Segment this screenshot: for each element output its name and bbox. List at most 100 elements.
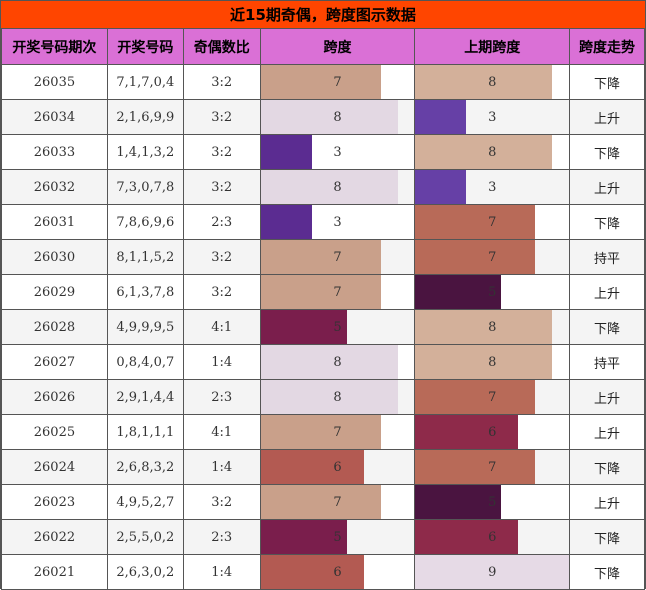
- cell-ratio: 3:2: [182, 169, 261, 205]
- cell-numbers: 1,8,1,1,1: [106, 414, 184, 450]
- cell-span-value: 8: [333, 109, 342, 125]
- cell-period: 26028: [1, 309, 108, 345]
- cell-period: 26030: [1, 239, 108, 275]
- cell-period: 26023: [1, 484, 108, 520]
- cell-last-span: 8: [414, 134, 571, 170]
- cell-numbers: 8,1,1,5,2: [106, 239, 184, 275]
- table-row: 26023 4,9,5,2,7 3:2 7 5 上升: [1, 484, 645, 520]
- cell-last-span-bar: [415, 135, 553, 169]
- cell-span-bar: [260, 205, 312, 239]
- cell-ratio: 2:3: [182, 379, 261, 415]
- cell-ratio: 3:2: [182, 274, 261, 310]
- header-numbers: 开奖号码: [106, 28, 184, 65]
- cell-period: 26025: [1, 414, 108, 450]
- cell-last-span-value: 8: [488, 74, 497, 90]
- cell-last-span-bar: [415, 100, 467, 134]
- table-row: 26022 2,5,5,0,2 2:3 5 6 下降: [1, 519, 645, 555]
- cell-last-span-bar: [415, 415, 519, 449]
- cell-span-value: 8: [333, 354, 342, 370]
- table-row: 26035 7,1,7,0,4 3:2 7 8 下降: [1, 64, 645, 100]
- cell-span: 7: [259, 64, 416, 100]
- cell-span-bar: [260, 135, 312, 169]
- header-span: 跨度: [259, 28, 416, 65]
- header-ratio: 奇偶数比: [182, 28, 261, 65]
- cell-span-bar: [260, 65, 381, 99]
- cell-last-span: 3: [414, 169, 571, 205]
- cell-trend: 持平: [569, 344, 645, 380]
- cell-period: 26031: [1, 204, 108, 240]
- cell-last-span-bar: [415, 65, 553, 99]
- cell-ratio: 3:2: [182, 99, 261, 135]
- cell-trend: 上升: [569, 484, 645, 520]
- cell-last-span: 7: [414, 379, 571, 415]
- cell-last-span: 6: [414, 414, 571, 450]
- cell-last-span-value: 8: [488, 319, 497, 335]
- cell-span: 7: [259, 274, 416, 310]
- cell-span-bar: [260, 170, 398, 204]
- cell-last-span-value: 5: [488, 494, 497, 510]
- header-row: 开奖号码期次 开奖号码 奇偶数比 跨度 上期跨度 跨度走势: [1, 28, 645, 65]
- cell-last-span-bar: [415, 275, 502, 309]
- cell-span: 7: [259, 414, 416, 450]
- cell-last-span-value: 9: [488, 564, 497, 580]
- cell-last-span: 5: [414, 484, 571, 520]
- cell-last-span: 8: [414, 64, 571, 100]
- cell-last-span-bar: [415, 380, 536, 414]
- cell-span-bar: [260, 380, 398, 414]
- cell-span-value: 3: [333, 214, 342, 230]
- cell-ratio: 3:2: [182, 239, 261, 275]
- cell-last-span: 6: [414, 519, 571, 555]
- cell-last-span-bar: [415, 205, 536, 239]
- table-row: 26031 7,8,6,9,6 2:3 3 7 下降: [1, 204, 645, 240]
- cell-last-span-value: 8: [488, 354, 497, 370]
- cell-span-bar: [260, 100, 398, 134]
- cell-numbers: 2,9,1,4,4: [106, 379, 184, 415]
- cell-span-bar: [260, 520, 347, 554]
- cell-ratio: 4:1: [182, 309, 261, 345]
- cell-span: 6: [259, 449, 416, 485]
- cell-last-span-value: 6: [488, 424, 497, 440]
- cell-last-span-bar: [415, 170, 467, 204]
- cell-ratio: 1:4: [182, 554, 261, 590]
- cell-numbers: 1,4,1,3,2: [106, 134, 184, 170]
- table-row: 26025 1,8,1,1,1 4:1 7 6 上升: [1, 414, 645, 450]
- cell-span-bar: [260, 485, 381, 519]
- cell-ratio: 2:3: [182, 519, 261, 555]
- cell-span: 8: [259, 99, 416, 135]
- cell-last-span-bar: [415, 345, 553, 379]
- cell-trend: 下降: [569, 554, 645, 590]
- cell-last-span-value: 7: [488, 459, 497, 475]
- header-period: 开奖号码期次: [1, 28, 108, 65]
- cell-span-value: 3: [333, 144, 342, 160]
- cell-span-value: 7: [333, 284, 342, 300]
- cell-period: 26026: [1, 379, 108, 415]
- cell-span-value: 5: [333, 529, 342, 545]
- cell-span-bar: [260, 345, 398, 379]
- table-row: 26032 7,3,0,7,8 3:2 8 3 上升: [1, 169, 645, 205]
- cell-period: 26021: [1, 554, 108, 590]
- cell-last-span-bar: [415, 310, 553, 344]
- cell-trend: 下降: [569, 519, 645, 555]
- cell-trend: 持平: [569, 239, 645, 275]
- cell-numbers: 4,9,9,9,5: [106, 309, 184, 345]
- cell-last-span: 3: [414, 99, 571, 135]
- table-body: 26035 7,1,7,0,4 3:2 7 8 下降 26034 2,1,6,9,9 3:2 8 3…: [1, 64, 645, 590]
- cell-trend: 下降: [569, 204, 645, 240]
- cell-period: 26029: [1, 274, 108, 310]
- cell-numbers: 2,5,5,0,2: [106, 519, 184, 555]
- cell-ratio: 1:4: [182, 344, 261, 380]
- cell-numbers: 6,1,3,7,8: [106, 274, 184, 310]
- cell-numbers: 7,8,6,9,6: [106, 204, 184, 240]
- cell-span-value: 7: [333, 424, 342, 440]
- cell-numbers: 4,9,5,2,7: [106, 484, 184, 520]
- table-row: 26030 8,1,1,5,2 3:2 7 7 持平: [1, 239, 645, 275]
- cell-period: 26024: [1, 449, 108, 485]
- cell-span-bar: [260, 240, 381, 274]
- cell-span-value: 8: [333, 389, 342, 405]
- cell-numbers: 0,8,4,0,7: [106, 344, 184, 380]
- cell-span: 3: [259, 134, 416, 170]
- cell-last-span-bar: [415, 485, 502, 519]
- cell-period: 26035: [1, 64, 108, 100]
- cell-period: 26027: [1, 344, 108, 380]
